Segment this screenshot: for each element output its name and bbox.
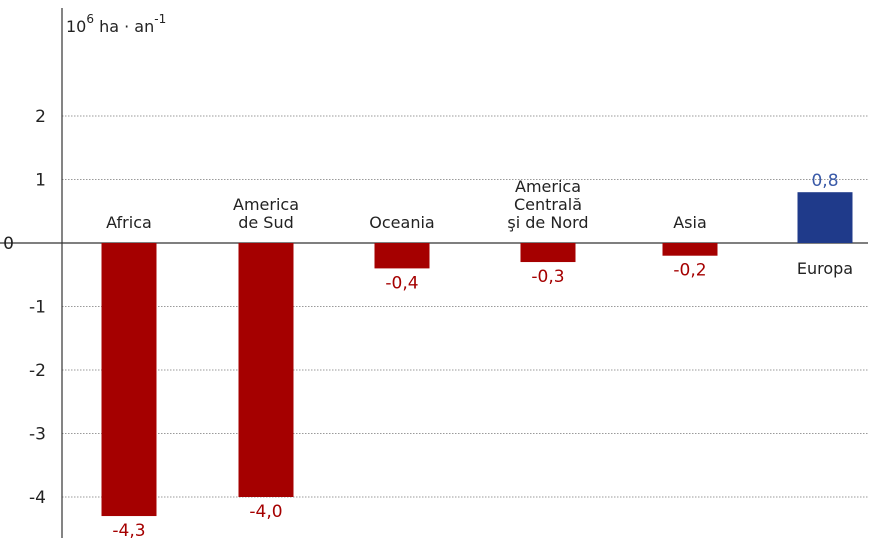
value-labels: -4,3 -4,0 -0,4 -0,3 -0,2 0,8 — [112, 171, 838, 541]
y-tick-label: -2 — [29, 361, 46, 381]
bar — [662, 243, 718, 256]
value-label: 0,8 — [811, 171, 838, 191]
unit-label: 106 ha · an-1 — [66, 12, 166, 36]
y-tick-label: 0 — [3, 234, 14, 254]
y-tick-label: -1 — [29, 298, 46, 318]
y-tick-label: -3 — [29, 425, 46, 445]
value-label: -0,4 — [385, 273, 418, 293]
category-label: Oceania — [369, 213, 434, 232]
category-label: Africa — [106, 213, 152, 232]
value-label: -4,0 — [249, 502, 282, 522]
y-tick-labels: 2 1 0 -1 -2 -3 -4 — [3, 107, 46, 508]
category-label: America Centrală şi de Nord — [507, 177, 588, 232]
category-label: Europa — [797, 259, 853, 278]
bar — [797, 192, 853, 243]
bar — [374, 243, 430, 269]
y-tick-label: -4 — [29, 488, 46, 508]
category-label: Asia — [673, 213, 707, 232]
value-label: -0,3 — [531, 267, 564, 287]
y-tick-label: 2 — [35, 107, 46, 127]
value-label: -0,2 — [673, 261, 706, 281]
y-tick-label: 1 — [35, 171, 46, 191]
bar — [238, 243, 294, 497]
value-label: -4,3 — [112, 521, 145, 541]
category-label: America de Sud — [233, 195, 299, 232]
bar — [101, 243, 157, 517]
category-labels: Africa America de Sud Oceania America Central… — [106, 177, 853, 278]
bar — [520, 243, 576, 263]
bars — [101, 192, 853, 517]
